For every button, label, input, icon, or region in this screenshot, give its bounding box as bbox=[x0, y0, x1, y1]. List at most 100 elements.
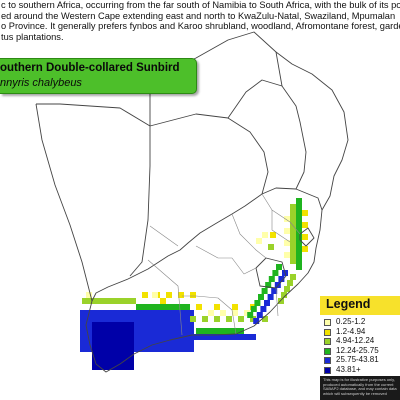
grid-cell bbox=[98, 364, 104, 370]
grid-cell bbox=[196, 334, 202, 340]
grid-cell bbox=[170, 322, 176, 328]
grid-cell bbox=[170, 316, 176, 322]
grid-cell bbox=[146, 316, 152, 322]
grid-cell bbox=[98, 352, 104, 358]
legend-swatch bbox=[324, 328, 331, 336]
grid-cell bbox=[122, 358, 128, 364]
grid-cell bbox=[146, 310, 152, 316]
grid-cell bbox=[261, 288, 268, 294]
legend-swatch bbox=[324, 338, 331, 345]
grid-cell bbox=[182, 316, 188, 322]
species-title-box: outhern Double-collared Sunbird nnyris c… bbox=[0, 58, 197, 94]
grid-cell bbox=[214, 334, 220, 340]
grid-cell bbox=[296, 204, 302, 210]
grid-cell bbox=[164, 346, 170, 352]
grid-cell bbox=[290, 222, 296, 228]
grid-cell bbox=[284, 286, 290, 292]
grid-cell bbox=[164, 316, 170, 322]
grid-cell bbox=[130, 298, 136, 304]
species-scientific-name: nnyris chalybeus bbox=[0, 77, 82, 89]
grid-cell bbox=[110, 352, 116, 358]
legend-swatch bbox=[324, 347, 331, 355]
grid-cell bbox=[265, 282, 272, 288]
legend-header: Legend bbox=[320, 296, 400, 315]
grid-cell bbox=[116, 340, 122, 346]
grid-cell bbox=[122, 340, 128, 346]
grid-cell bbox=[226, 316, 232, 322]
legend-swatch bbox=[324, 357, 331, 364]
grid-cell bbox=[281, 292, 287, 298]
grid-cell bbox=[116, 316, 122, 322]
grid-cell bbox=[284, 252, 290, 258]
grid-cell bbox=[296, 228, 302, 234]
grid-cell bbox=[80, 346, 86, 352]
legend-label: 25.75-43.81 bbox=[336, 355, 379, 364]
grid-cell bbox=[122, 328, 128, 334]
grid-cell bbox=[232, 310, 238, 316]
grid-cell bbox=[148, 304, 154, 310]
grid-cell bbox=[270, 232, 276, 238]
grid-cell bbox=[86, 292, 92, 298]
grid-cell bbox=[164, 310, 170, 316]
grid-cell bbox=[98, 334, 104, 340]
grid-cell bbox=[92, 322, 98, 328]
grid-cell bbox=[92, 310, 98, 316]
grid-cell bbox=[264, 300, 270, 306]
grid-cell bbox=[188, 346, 194, 352]
grid-cell bbox=[166, 304, 172, 310]
grid-cell bbox=[160, 304, 166, 310]
grid-cell bbox=[92, 346, 98, 352]
grid-cell bbox=[214, 328, 220, 334]
grid-cell bbox=[287, 280, 293, 286]
grid-cell bbox=[80, 316, 86, 322]
grid-cell bbox=[296, 252, 302, 258]
grid-cell bbox=[158, 334, 164, 340]
legend-item: 1.2-4.94 bbox=[324, 326, 400, 337]
grid-cell bbox=[146, 334, 152, 340]
grid-cell bbox=[152, 328, 158, 334]
grid-cell bbox=[220, 328, 226, 334]
grid-cell bbox=[104, 322, 110, 328]
species-description: c to southern Africa, occurring from the… bbox=[0, 0, 400, 42]
grid-cell bbox=[116, 352, 122, 358]
grid-cell bbox=[182, 346, 188, 352]
legend-label: 1.2-4.94 bbox=[336, 326, 366, 336]
grid-cell bbox=[134, 322, 140, 328]
grid-cell bbox=[86, 346, 92, 352]
grid-cell bbox=[170, 334, 176, 340]
grid-cell bbox=[92, 340, 98, 346]
grid-cell bbox=[262, 232, 268, 238]
grid-cell bbox=[152, 316, 158, 322]
grid-cell bbox=[160, 298, 166, 304]
grid-cell bbox=[104, 358, 110, 364]
grid-cell bbox=[110, 310, 116, 316]
grid-cell bbox=[182, 322, 188, 328]
grid-cell bbox=[140, 316, 146, 322]
legend-body: 0.25-1.2 1.2-4.94 4.94-12.24 12.24-25.75… bbox=[320, 315, 400, 376]
grid-cell bbox=[134, 316, 140, 322]
grid-cell bbox=[140, 322, 146, 328]
grid-cell bbox=[284, 240, 290, 246]
species-common-name: outhern Double-collared Sunbird bbox=[0, 62, 180, 74]
grid-cell bbox=[170, 340, 176, 346]
grid-cell bbox=[226, 334, 232, 340]
grid-cell bbox=[142, 304, 148, 310]
grid-cell bbox=[152, 292, 158, 298]
grid-cell bbox=[134, 328, 140, 334]
grid-cell bbox=[86, 328, 92, 334]
grid-cell bbox=[302, 234, 308, 240]
map-legend: Legend 0.25-1.2 1.2-4.94 4.94-12.24 12.2… bbox=[320, 296, 400, 400]
grid-cell bbox=[92, 352, 98, 358]
grid-cell bbox=[152, 310, 158, 316]
grid-cell bbox=[110, 364, 116, 370]
grid-cell bbox=[134, 334, 140, 340]
grid-cell bbox=[178, 304, 184, 310]
legend-item: 0.25-1.2 bbox=[324, 317, 400, 327]
grid-cell bbox=[296, 210, 302, 216]
grid-cell bbox=[140, 328, 146, 334]
grid-cell bbox=[116, 328, 122, 334]
legend-item: 4.94-12.24 bbox=[324, 336, 400, 346]
grid-cell bbox=[128, 364, 134, 370]
description-line: c to southern Africa, occurring from the… bbox=[1, 0, 400, 10]
grid-cell bbox=[152, 340, 158, 346]
